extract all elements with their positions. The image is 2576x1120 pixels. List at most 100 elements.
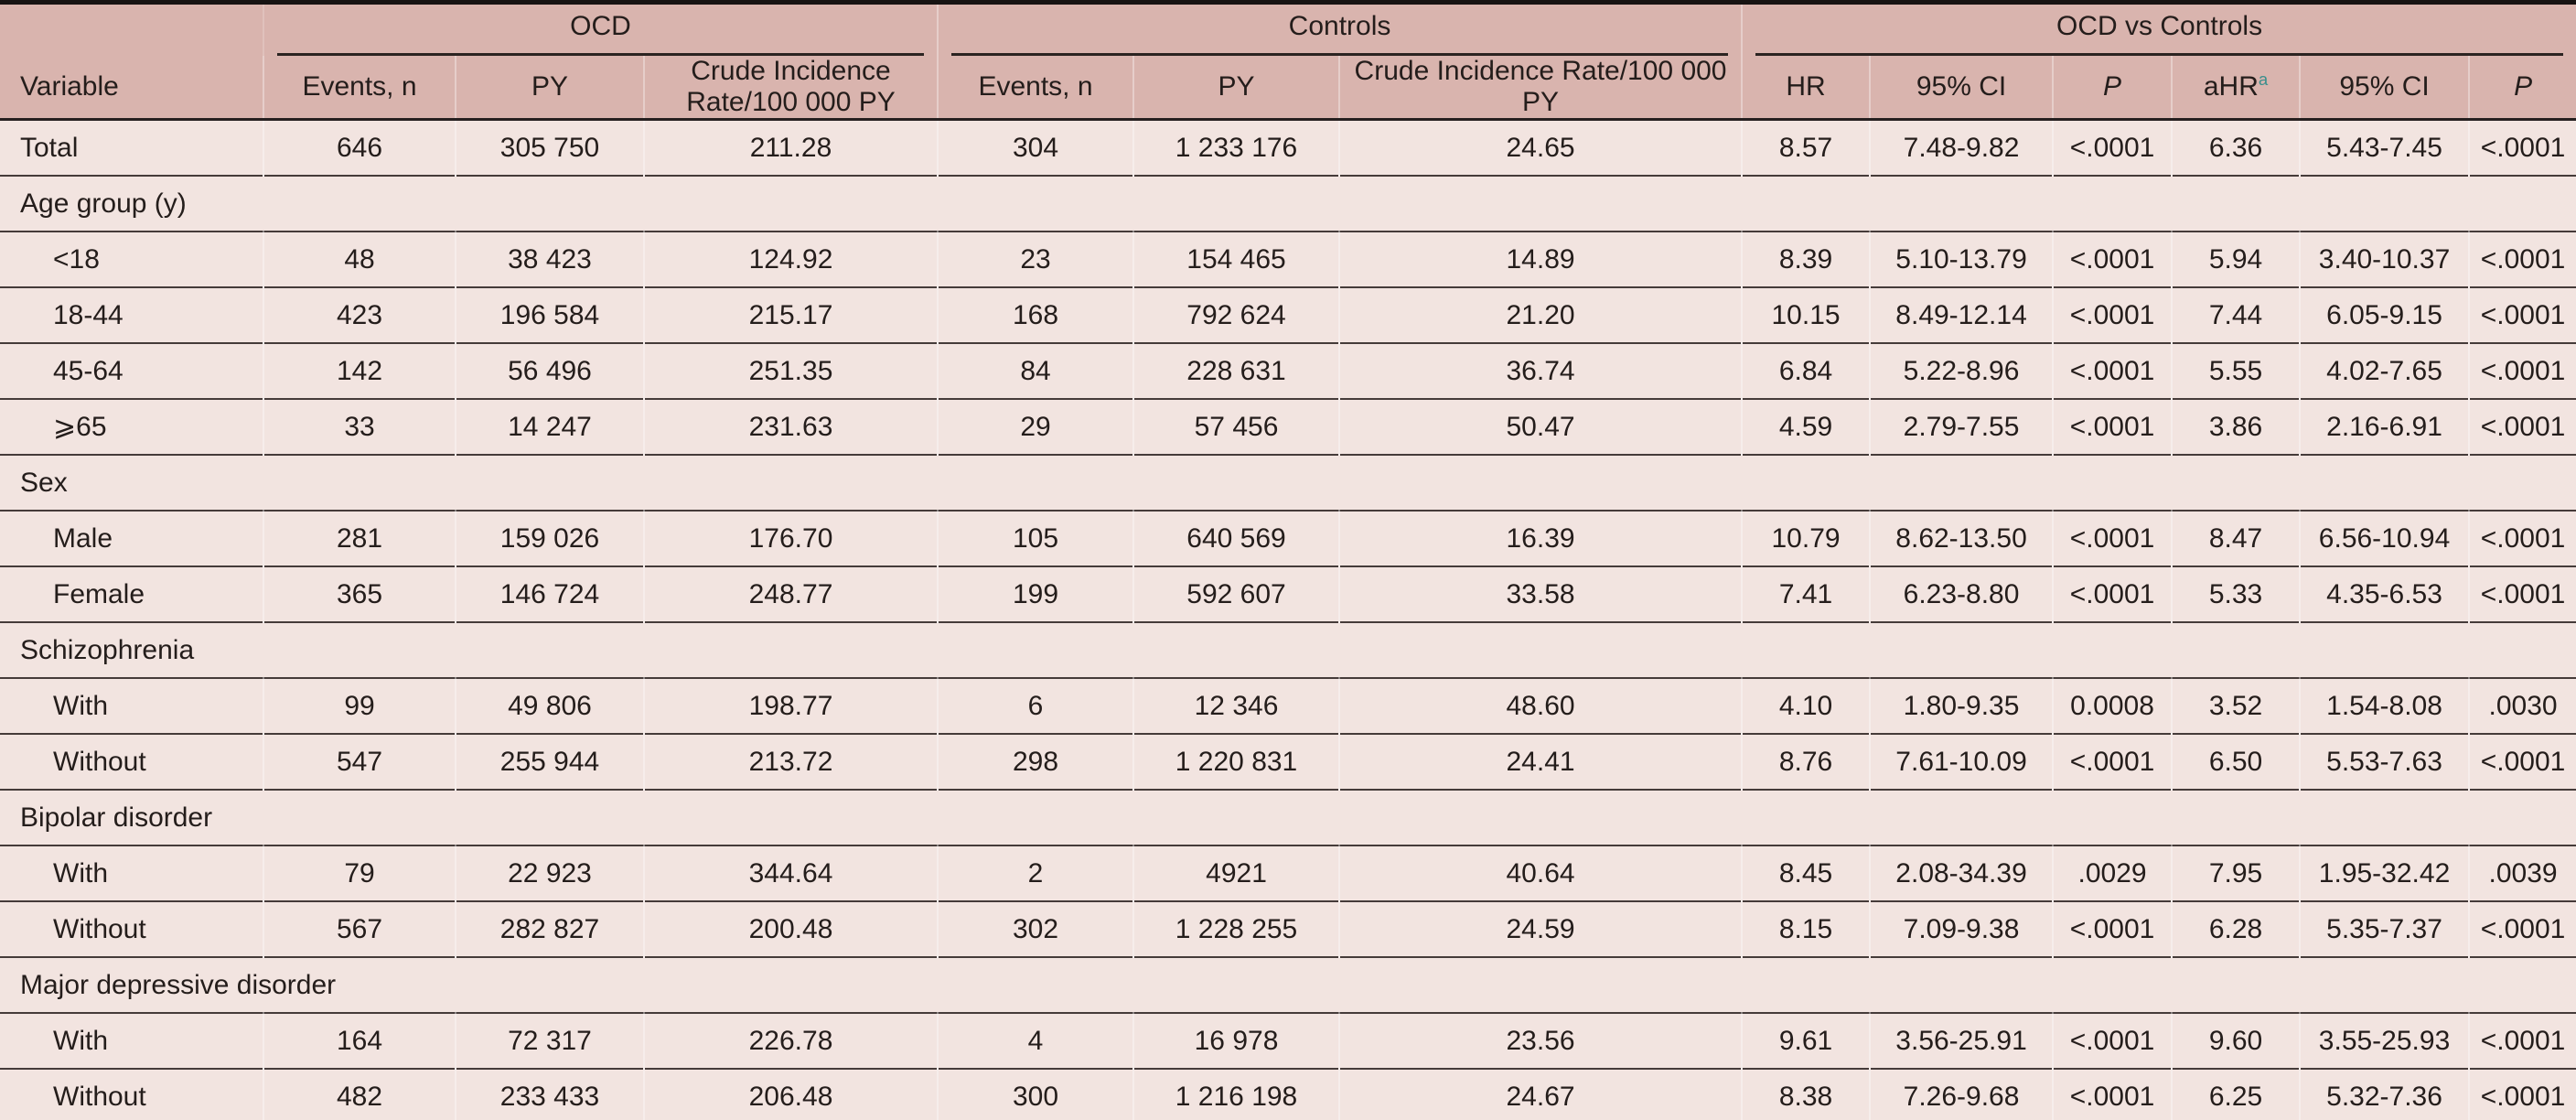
table-row: Without 482 233 433 206.48 300 1 216 198 24.67…	[0, 1068, 2576, 1120]
value-cell: <.0001	[2469, 286, 2576, 343]
group-label-comparison: OCD vs Controls	[2056, 11, 2263, 41]
value-cell: <.0001	[2469, 1068, 2576, 1120]
value-cell: 48.60	[1339, 677, 1744, 734]
value-cell: 24.59	[1339, 900, 1744, 957]
value-cell: 3.86	[2172, 398, 2302, 455]
value-cell: 300	[938, 1068, 1135, 1120]
value-cell: 248.77	[644, 565, 939, 622]
value-cell: 79	[263, 845, 456, 901]
value-cell: 211.28	[644, 119, 939, 176]
value-cell: <.0001	[2053, 900, 2174, 957]
value-cell: 14 247	[456, 398, 645, 455]
section-label: Sex	[0, 454, 2576, 511]
value-cell: 4.35-6.53	[2300, 565, 2471, 622]
value-cell: 3.55-25.93	[2300, 1012, 2471, 1069]
value-cell: <.0001	[2053, 286, 2174, 343]
value-cell: 22 923	[456, 845, 645, 901]
value-cell: 298	[938, 733, 1135, 790]
value-cell: 3.56-25.91	[1870, 1012, 2055, 1069]
value-cell: 215.17	[644, 286, 939, 343]
value-cell: 226.78	[644, 1012, 939, 1069]
column-header-ahr: aHRa	[2172, 56, 2302, 120]
value-cell: 50.47	[1339, 398, 1744, 455]
value-cell: 5.55	[2172, 342, 2302, 399]
row-label: With	[0, 845, 264, 901]
value-cell: 482	[263, 1068, 456, 1120]
value-cell: 21.20	[1339, 286, 1744, 343]
value-cell: 10.15	[1742, 286, 1872, 343]
row-label: 18-44	[0, 286, 264, 343]
value-cell: 304	[938, 119, 1135, 176]
value-cell: <.0001	[2053, 565, 2174, 622]
value-cell: 5.22-8.96	[1870, 342, 2055, 399]
value-cell: 281	[263, 510, 456, 566]
table-body: Total 646 305 750 211.28 304 1 233 176 24.65 8.…	[0, 119, 2576, 1120]
value-cell: 6.36	[2172, 119, 2302, 176]
row-label: ⩾65	[0, 398, 264, 455]
value-cell: <.0001	[2469, 231, 2576, 287]
table-row: With 99 49 806 198.77 6 12 346 48.60 4.10 1.80-9…	[0, 677, 2576, 734]
table-row: Total 646 305 750 211.28 304 1 233 176 24.65 8.…	[0, 119, 2576, 176]
value-cell: 1 228 255	[1133, 900, 1341, 957]
group-label-ocd: OCD	[570, 11, 631, 41]
value-cell: 6.56-10.94	[2300, 510, 2471, 566]
value-cell: 5.32-7.36	[2300, 1068, 2471, 1120]
value-cell: 176.70	[644, 510, 939, 566]
value-cell: 365	[263, 565, 456, 622]
value-cell: <.0001	[2053, 398, 2174, 455]
value-cell: 213.72	[644, 733, 939, 790]
table-header: OCD Controls OCD vs Controls Variable Ev…	[0, 2, 2576, 120]
table-row: Without 547 255 944 213.72 298 1 220 831 24.41…	[0, 733, 2576, 790]
value-cell: 640 569	[1133, 510, 1341, 566]
footnote-marker-a: a	[2258, 70, 2269, 89]
value-cell: 8.47	[2172, 510, 2302, 566]
value-cell: 2.16-6.91	[2300, 398, 2471, 455]
table-row: Female 365 146 724 248.77 199 592 607 33.58 7.4…	[0, 565, 2576, 622]
value-cell: 2	[938, 845, 1135, 901]
value-cell: 4	[938, 1012, 1135, 1069]
value-cell: 233 433	[456, 1068, 645, 1120]
value-cell: 154 465	[1133, 231, 1341, 287]
table-row: <18 48 38 423 124.92 23 154 465 14.89 8.39 5.10-…	[0, 231, 2576, 287]
value-cell: 5.10-13.79	[1870, 231, 2055, 287]
value-cell: 72 317	[456, 1012, 645, 1069]
value-cell: 5.33	[2172, 565, 2302, 622]
value-cell: .0030	[2469, 677, 2576, 734]
section-row: Bipolar disorder	[0, 789, 2576, 845]
value-cell: 24.65	[1339, 119, 1744, 176]
value-cell: <.0001	[2053, 1068, 2174, 1120]
value-cell: 2.08-34.39	[1870, 845, 2055, 901]
value-cell: 84	[938, 342, 1135, 399]
value-cell: 547	[263, 733, 456, 790]
value-cell: 146 724	[456, 565, 645, 622]
value-cell: 5.94	[2172, 231, 2302, 287]
value-cell: 14.89	[1339, 231, 1744, 287]
value-cell: 36.74	[1339, 342, 1744, 399]
row-label: Male	[0, 510, 264, 566]
section-label: Age group (y)	[0, 175, 2576, 232]
value-cell: 6.28	[2172, 900, 2302, 957]
value-cell: 49 806	[456, 677, 645, 734]
value-cell: 0.0008	[2053, 677, 2174, 734]
value-cell: 33.58	[1339, 565, 1744, 622]
value-cell: 48	[263, 231, 456, 287]
value-cell: <.0001	[2053, 733, 2174, 790]
section-row: Schizophrenia	[0, 621, 2576, 678]
value-cell: 23.56	[1339, 1012, 1744, 1069]
row-label: Without	[0, 900, 264, 957]
column-header-ocd-py: PY	[456, 56, 645, 120]
value-cell: 5.53-7.63	[2300, 733, 2471, 790]
value-cell: 1.95-32.42	[2300, 845, 2471, 901]
value-cell: 305 750	[456, 119, 645, 176]
value-cell: 7.26-9.68	[1870, 1068, 2055, 1120]
row-label: With	[0, 1012, 264, 1069]
column-header-ahr-p: P	[2514, 71, 2533, 102]
value-cell: 57 456	[1133, 398, 1341, 455]
value-cell: 12 346	[1133, 677, 1341, 734]
column-header-hr-ci: 95% CI	[1870, 56, 2055, 120]
value-cell: 6.50	[2172, 733, 2302, 790]
section-label: Major depressive disorder	[0, 956, 2576, 1013]
value-cell: 6.05-9.15	[2300, 286, 2471, 343]
value-cell: .0029	[2053, 845, 2174, 901]
column-header-hr-p: P	[2053, 56, 2174, 120]
